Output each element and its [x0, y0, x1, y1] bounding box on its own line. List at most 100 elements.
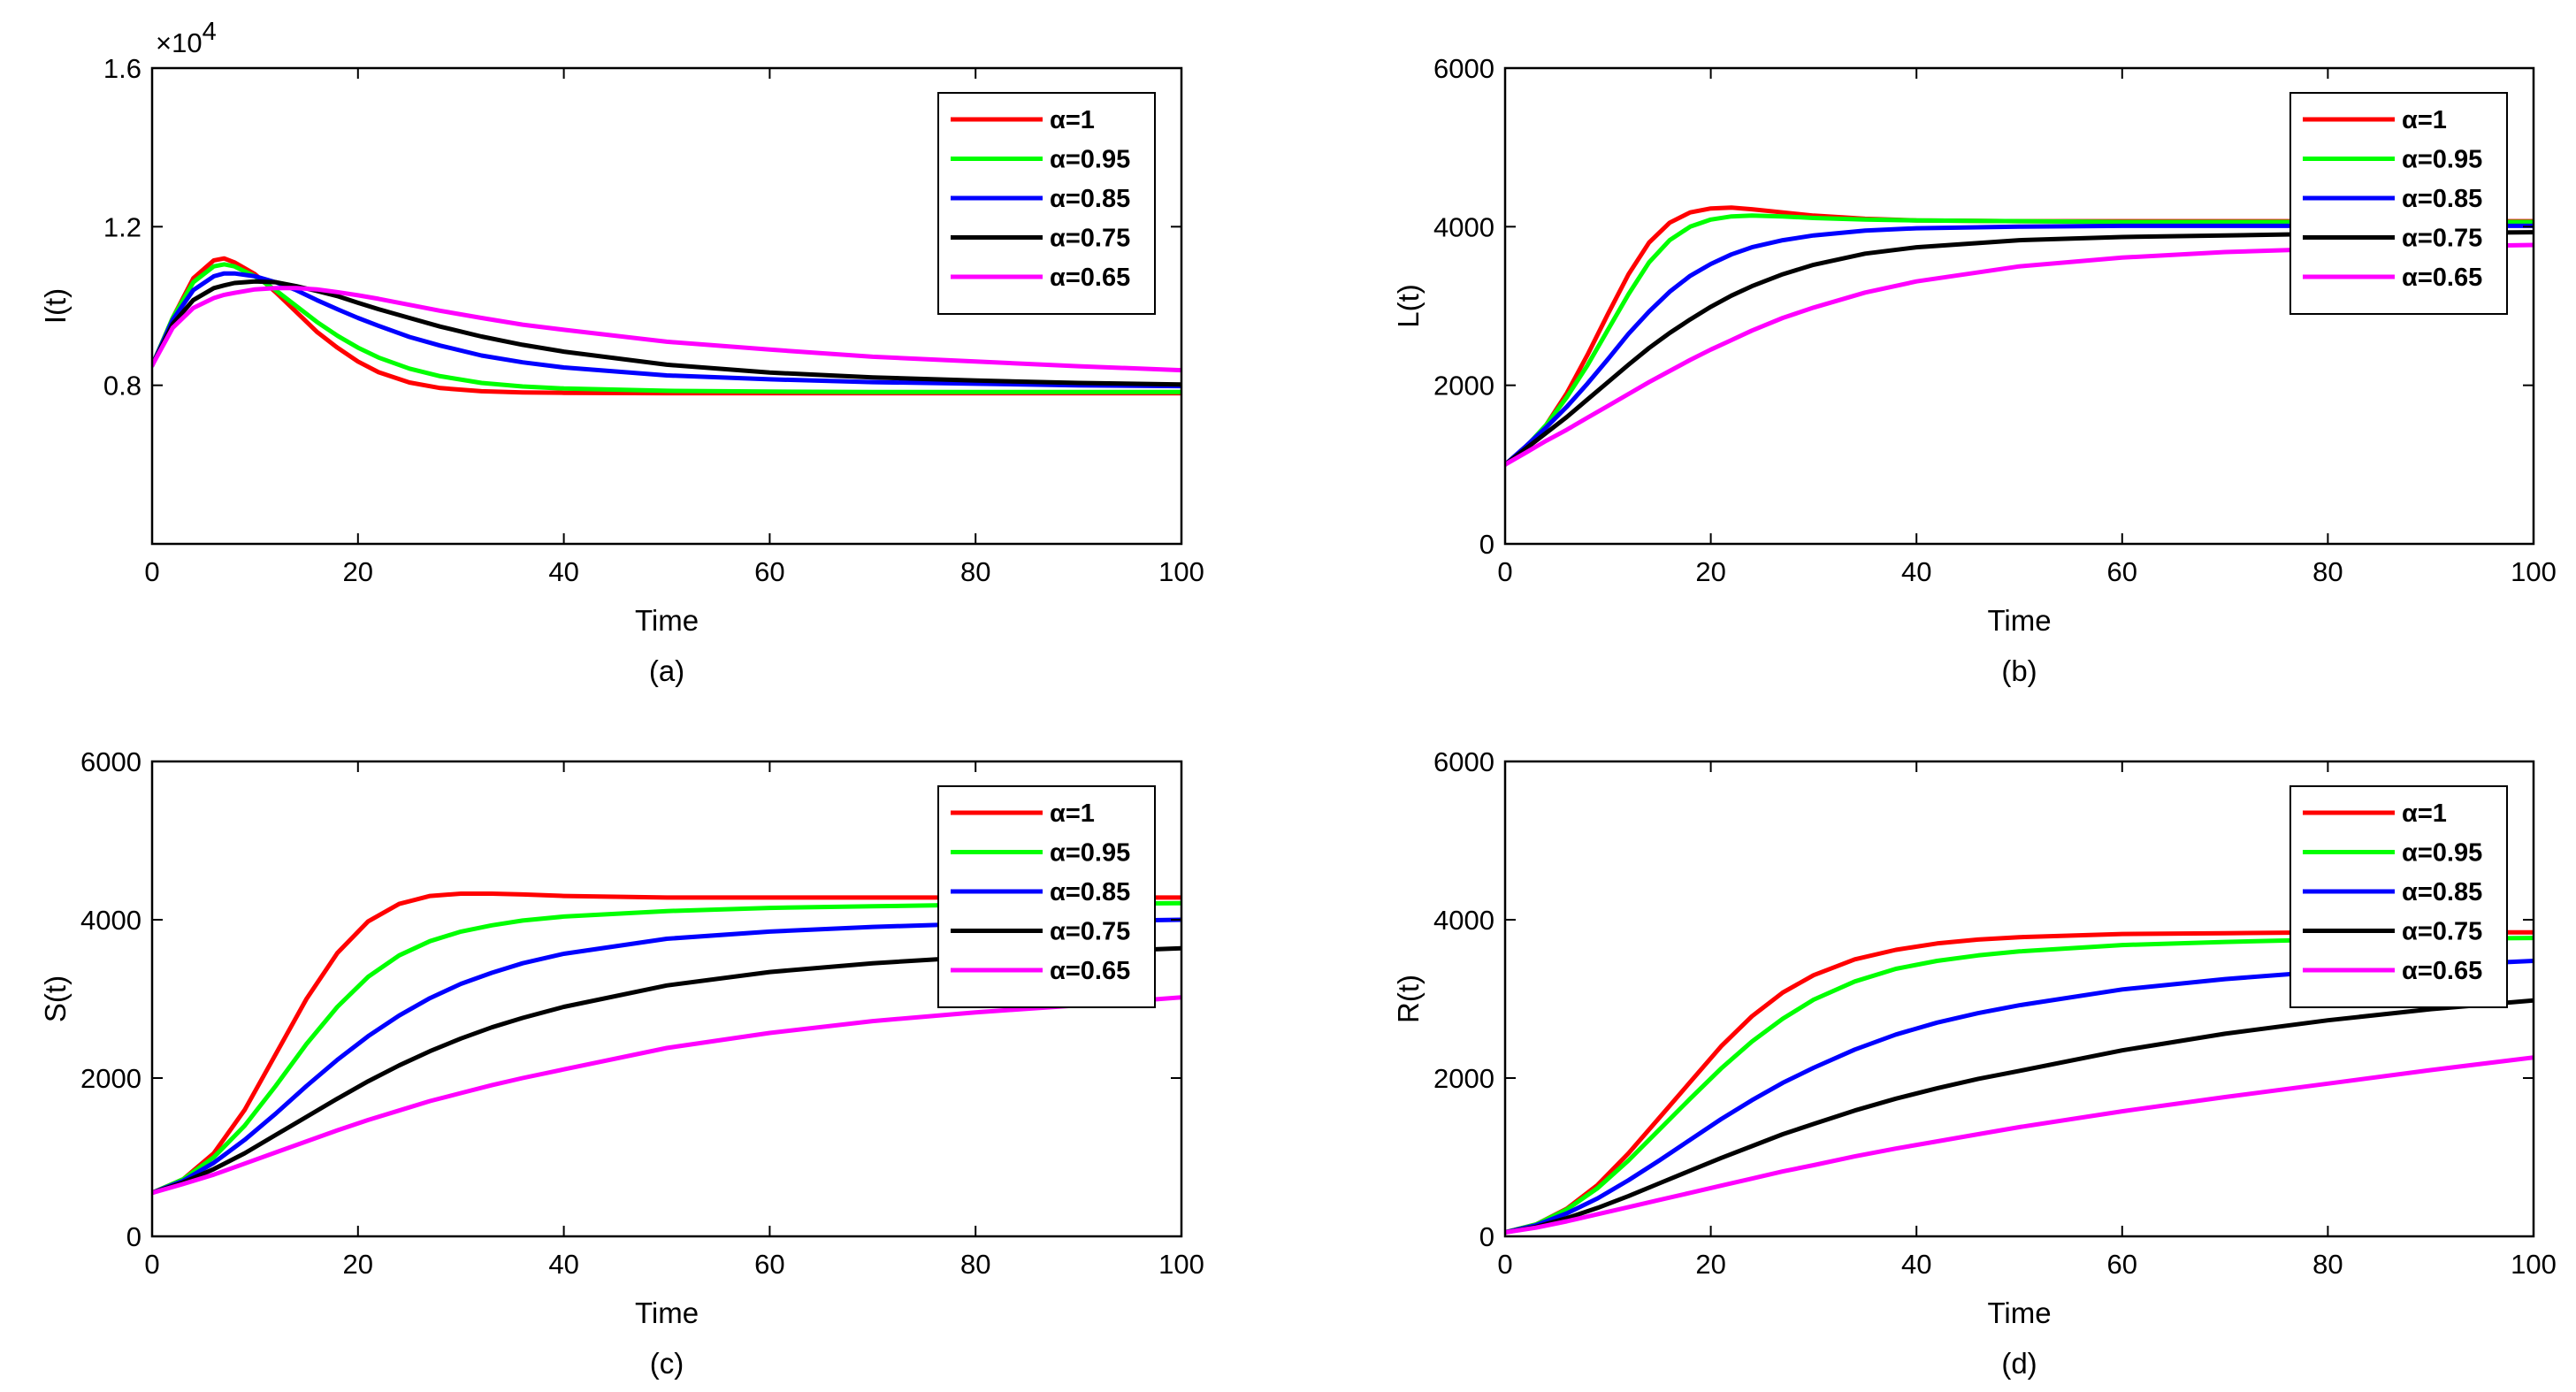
y-tick-label: 4000 [80, 905, 141, 936]
legend-entry: α=0.85 [1050, 878, 1130, 906]
y-tick-label: 0.8 [103, 371, 141, 402]
series-line [1505, 929, 2534, 1235]
legend-entry: α=0.65 [2402, 264, 2482, 292]
legend-entry: α=0.95 [1050, 839, 1130, 868]
y-tick-label: 0 [126, 1221, 141, 1252]
legend-entry: α=0.95 [1050, 146, 1130, 174]
y-tick-label: 6000 [1433, 746, 1494, 777]
y-tick-label: 6000 [1433, 53, 1494, 84]
legend-entry: α=1 [1050, 799, 1095, 828]
panel-caption: (b) [2001, 654, 2037, 687]
legend: α=1 α=0.95 α=0.85 α=0.75 α=0.65 [937, 92, 1156, 315]
legend-entry: α=0.85 [2402, 185, 2482, 213]
x-tick-label: 20 [1695, 556, 1725, 587]
series-line [152, 995, 1181, 1196]
y-tick-label: 2000 [1433, 1063, 1494, 1094]
y-tick-label: 2000 [80, 1063, 141, 1094]
x-tick-label: 60 [2107, 1249, 2137, 1280]
x-tick-label: 80 [960, 556, 990, 587]
x-tick-label: 0 [144, 1249, 159, 1280]
y-tick-label: 2000 [1433, 371, 1494, 402]
y-axis-label: L(t) [1392, 284, 1425, 328]
series-line [152, 279, 1181, 387]
series-line [1505, 936, 2534, 1235]
x-tick-label: 40 [548, 1249, 578, 1280]
legend-entry: α=0.95 [2402, 839, 2482, 868]
y-tick-label: 4000 [1433, 211, 1494, 242]
series-line [1505, 230, 2534, 467]
chart-panel: 0 20 40 60 80 1000.81.21.6×104TimeI(t)(a)α=1α… [39, 18, 1204, 687]
legend: α=1 α=0.95 α=0.85 α=0.75 α=0.65 [937, 785, 1156, 1008]
legend-entry: α=0.75 [2402, 225, 2482, 253]
legend-entry: α=1 [2402, 106, 2447, 134]
x-tick-label: 60 [2107, 556, 2137, 587]
legend-entry: α=0.95 [2402, 146, 2482, 174]
legend-entry: α=0.65 [2402, 957, 2482, 985]
x-axis-label: Time [1987, 1296, 2051, 1329]
y-tick-label: 1.6 [103, 53, 141, 84]
chart-panel: 0 20 40 60 80 1000200040006000TimeR(t)(d)α=1α… [1392, 746, 2557, 1380]
x-tick-label: 100 [2511, 1249, 2557, 1280]
y-tick-label: 1.2 [103, 211, 141, 242]
legend-entry: α=0.65 [1050, 264, 1130, 292]
series-line [152, 945, 1181, 1196]
x-tick-label: 60 [754, 1249, 784, 1280]
axes-frame [1503, 760, 2535, 1238]
x-tick-label: 0 [144, 556, 159, 587]
y-tick-label: 0 [1479, 1221, 1494, 1252]
series-line [152, 262, 1181, 394]
x-tick-label: 100 [1158, 556, 1204, 587]
axes-frame [150, 66, 1183, 546]
series-line [1505, 242, 2534, 467]
y-axis-label: R(t) [1392, 975, 1425, 1023]
axes-frame [150, 760, 1183, 1238]
x-tick-label: 40 [548, 556, 578, 587]
series-line [152, 271, 1181, 389]
x-tick-label: 0 [1497, 1249, 1512, 1280]
x-axis-label: Time [635, 1296, 699, 1329]
x-tick-label: 40 [1901, 556, 1931, 587]
y-axis-label: S(t) [39, 975, 72, 1022]
legend: α=1 α=0.95 α=0.85 α=0.75 α=0.65 [2289, 785, 2508, 1008]
y-tick-label: 4000 [1433, 905, 1494, 936]
series-line [152, 891, 1181, 1196]
axis-exponent: ×104 [156, 18, 217, 58]
legend-entry: α=0.65 [1050, 957, 1130, 985]
x-tick-label: 0 [1497, 556, 1512, 587]
x-tick-label: 40 [1901, 1249, 1931, 1280]
x-axis-label: Time [1987, 604, 2051, 637]
x-tick-label: 80 [2312, 556, 2343, 587]
legend-entry: α=0.75 [1050, 225, 1130, 253]
x-tick-label: 20 [343, 1249, 373, 1280]
legend-entry: α=0.85 [2402, 878, 2482, 906]
x-tick-label: 60 [754, 556, 784, 587]
axes-frame [1503, 66, 2535, 546]
chart-panel: 0 20 40 60 80 1000200040006000TimeL(t)(b)α=1α… [1392, 53, 2557, 687]
panel-caption: (d) [2001, 1347, 2037, 1380]
chart-panel: 0 20 40 60 80 1000200040006000TimeS(t)(c)α=1α… [39, 746, 1204, 1380]
series-line [1505, 223, 2534, 467]
series-line [1505, 959, 2534, 1235]
legend-entry: α=0.85 [1050, 185, 1130, 213]
x-tick-label: 100 [2511, 556, 2557, 587]
y-axis-label: I(t) [39, 288, 72, 324]
series-line [152, 286, 1181, 373]
legend: α=1 α=0.95 α=0.85 α=0.75 α=0.65 [2289, 92, 2508, 315]
series-line [1505, 1055, 2534, 1235]
y-tick-label: 0 [1479, 529, 1494, 560]
series-line [1505, 213, 2534, 467]
x-tick-label: 20 [1695, 1249, 1725, 1280]
x-tick-label: 20 [343, 556, 373, 587]
series-line [152, 917, 1181, 1196]
series-line [152, 900, 1181, 1196]
series-line [1505, 998, 2534, 1235]
legend-entry: α=1 [1050, 106, 1095, 134]
legend-entry: α=1 [2402, 799, 2447, 828]
x-tick-label: 100 [1158, 1249, 1204, 1280]
legend-entry: α=0.75 [1050, 918, 1130, 946]
x-axis-label: Time [635, 604, 699, 637]
x-tick-label: 80 [960, 1249, 990, 1280]
x-tick-label: 80 [2312, 1249, 2343, 1280]
legend-entry: α=0.75 [2402, 918, 2482, 946]
